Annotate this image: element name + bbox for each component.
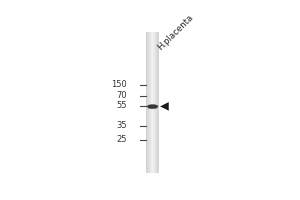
- Ellipse shape: [147, 104, 158, 108]
- Text: 35: 35: [116, 121, 127, 130]
- Text: H.placenta: H.placenta: [156, 13, 195, 52]
- Bar: [156, 32, 157, 173]
- Bar: [152, 32, 153, 173]
- Bar: [154, 32, 155, 173]
- Bar: [158, 32, 159, 173]
- Bar: [147, 32, 148, 173]
- Bar: [149, 32, 150, 173]
- Bar: [146, 32, 147, 173]
- Bar: [151, 32, 152, 173]
- Text: 70: 70: [116, 91, 127, 100]
- Polygon shape: [160, 102, 169, 111]
- Ellipse shape: [148, 107, 158, 109]
- Bar: [153, 32, 154, 173]
- Bar: [148, 32, 149, 173]
- Bar: [157, 32, 158, 173]
- Text: 55: 55: [116, 101, 127, 110]
- Text: 25: 25: [116, 135, 127, 144]
- Bar: [155, 32, 156, 173]
- Bar: [150, 32, 151, 173]
- Text: 150: 150: [111, 80, 127, 89]
